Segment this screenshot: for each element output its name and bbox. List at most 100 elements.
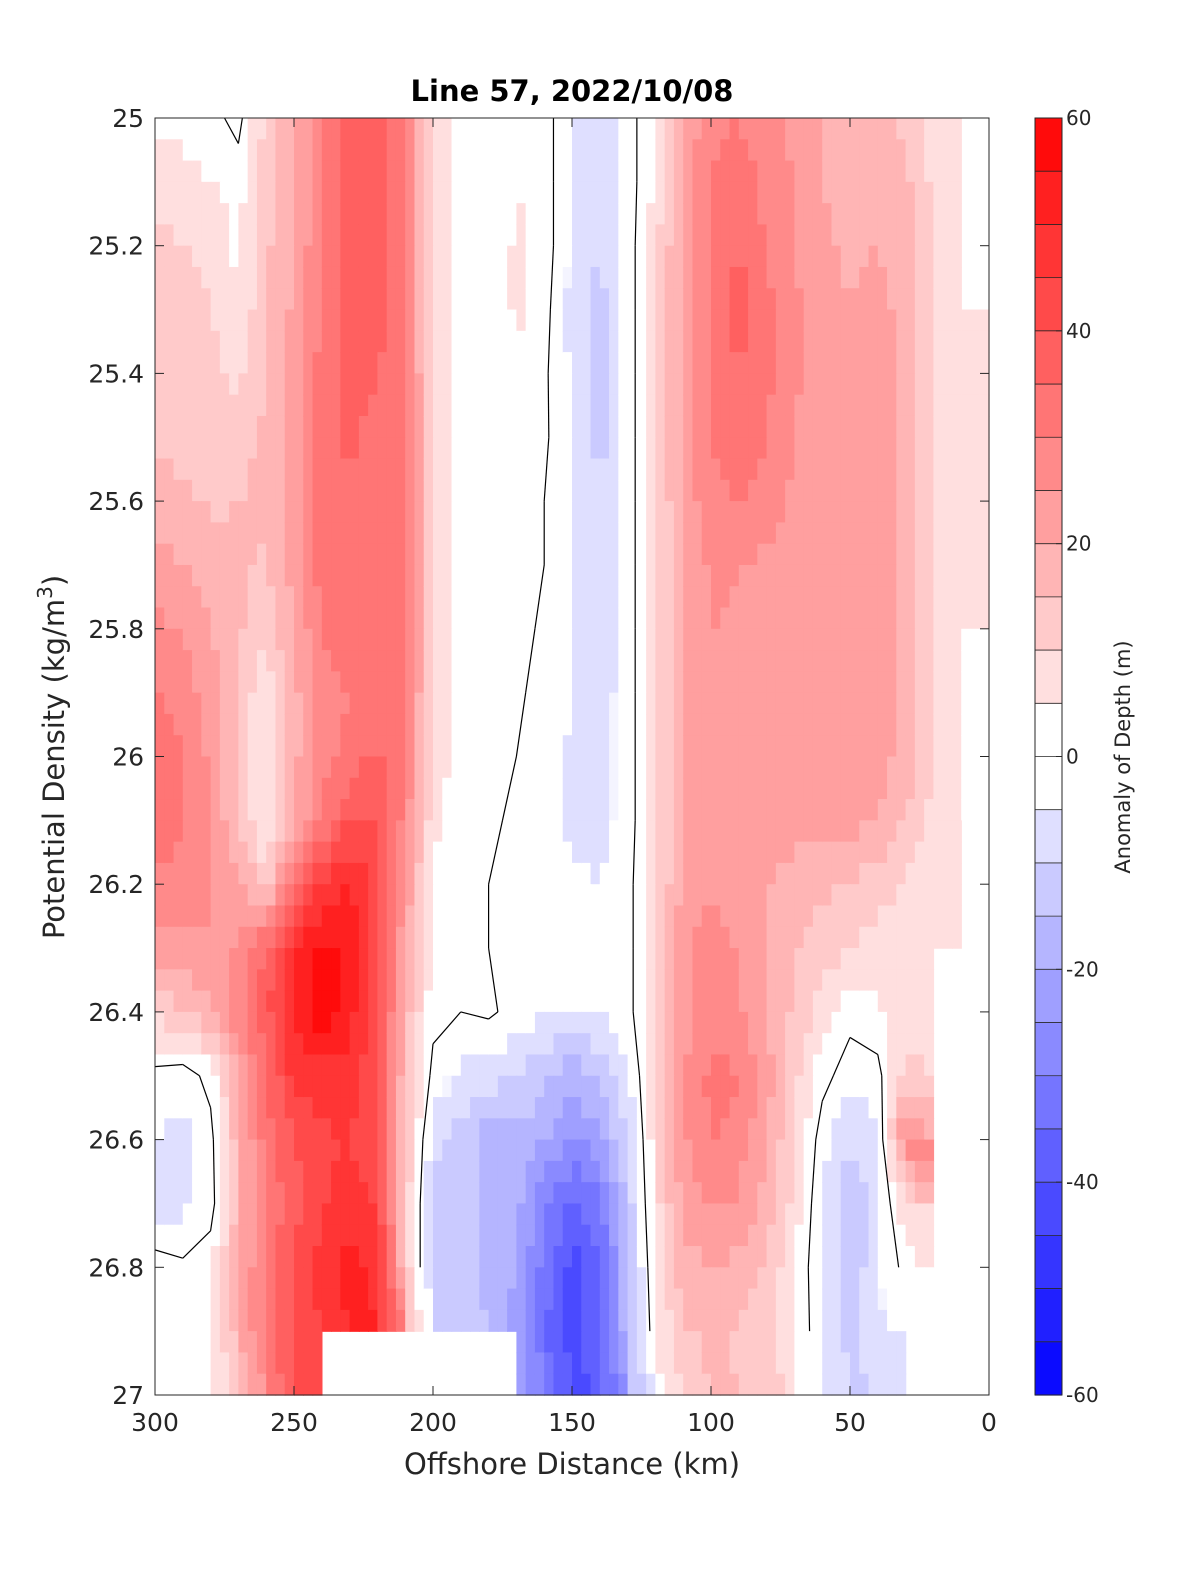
heatmap-cell bbox=[859, 862, 870, 885]
heatmap-cell bbox=[618, 139, 629, 162]
heatmap-cell bbox=[192, 1182, 203, 1205]
heatmap-cell bbox=[470, 1075, 481, 1098]
heatmap-cell bbox=[683, 1118, 694, 1141]
heatmap-cell bbox=[266, 203, 277, 226]
heatmap-cell bbox=[822, 479, 833, 502]
heatmap-cell bbox=[924, 458, 935, 481]
heatmap-cell bbox=[414, 1097, 425, 1120]
heatmap-cell bbox=[868, 245, 879, 268]
heatmap-cell bbox=[840, 862, 851, 885]
heatmap-cell bbox=[507, 692, 518, 715]
heatmap-cell bbox=[395, 820, 406, 843]
heatmap-cell bbox=[738, 139, 749, 162]
heatmap-cell bbox=[247, 1224, 258, 1247]
heatmap-cell bbox=[664, 1054, 675, 1077]
heatmap-cell bbox=[451, 1139, 462, 1162]
heatmap-cell bbox=[488, 1033, 499, 1056]
heatmap-cell bbox=[803, 1182, 814, 1205]
heatmap-cell bbox=[423, 160, 434, 183]
heatmap-cell bbox=[599, 437, 610, 460]
heatmap-cell bbox=[525, 352, 536, 375]
heatmap-cell bbox=[451, 373, 462, 396]
heatmap-cell bbox=[516, 437, 527, 460]
heatmap-cell bbox=[534, 692, 545, 715]
heatmap-cell bbox=[590, 564, 601, 587]
heatmap-cell bbox=[247, 543, 258, 566]
heatmap-cell bbox=[386, 373, 397, 396]
heatmap-cell bbox=[386, 224, 397, 247]
heatmap-cell bbox=[377, 224, 388, 247]
heatmap-cell bbox=[229, 458, 240, 481]
heatmap-cell bbox=[701, 543, 712, 566]
heatmap-cell bbox=[358, 394, 369, 417]
heatmap-cell bbox=[794, 118, 805, 140]
heatmap-cell bbox=[877, 352, 888, 375]
heatmap-cell bbox=[877, 1267, 888, 1290]
heatmap-cell bbox=[349, 1246, 360, 1268]
heatmap-cell bbox=[729, 969, 740, 992]
heatmap-cell bbox=[395, 1309, 406, 1332]
heatmap-cell bbox=[673, 671, 684, 694]
heatmap-cell bbox=[331, 373, 342, 396]
heatmap-cell bbox=[238, 735, 249, 758]
heatmap-cell bbox=[423, 522, 434, 545]
heatmap-cell bbox=[720, 1246, 731, 1268]
heatmap-cell bbox=[451, 479, 462, 502]
heatmap-cell bbox=[312, 777, 323, 800]
heatmap-cell bbox=[414, 288, 425, 311]
heatmap-cell bbox=[553, 799, 564, 822]
heatmap-cell bbox=[238, 437, 249, 460]
heatmap-cell bbox=[553, 1011, 564, 1034]
heatmap-cell bbox=[377, 288, 388, 311]
heatmap-cell bbox=[192, 1139, 203, 1162]
heatmap-cell bbox=[182, 926, 193, 949]
heatmap-cell bbox=[488, 1097, 499, 1120]
heatmap-cell bbox=[442, 1054, 453, 1077]
heatmap-cell bbox=[655, 564, 666, 587]
heatmap-cell bbox=[775, 692, 786, 715]
heatmap-cell bbox=[850, 266, 860, 289]
heatmap-cell bbox=[497, 990, 508, 1013]
heatmap-cell bbox=[321, 415, 332, 438]
heatmap-cell bbox=[516, 1309, 527, 1332]
heatmap-cell bbox=[692, 352, 703, 375]
heatmap-cell bbox=[887, 1033, 898, 1056]
heatmap-cell bbox=[711, 118, 721, 140]
heatmap-cell bbox=[219, 1246, 230, 1268]
heatmap-cell bbox=[831, 862, 842, 885]
heatmap-cell bbox=[683, 926, 694, 949]
heatmap-cell bbox=[182, 735, 193, 758]
heatmap-cell bbox=[525, 990, 536, 1013]
heatmap-cell bbox=[673, 352, 684, 375]
heatmap-cell bbox=[683, 501, 694, 524]
heatmap-cell bbox=[414, 394, 425, 417]
heatmap-cell bbox=[720, 969, 731, 992]
heatmap-cell bbox=[775, 288, 786, 311]
heatmap-cell bbox=[933, 160, 944, 183]
heatmap-cell bbox=[599, 543, 610, 566]
heatmap-cell bbox=[711, 713, 721, 736]
heatmap-cell bbox=[729, 160, 740, 183]
heatmap-cell bbox=[192, 1224, 203, 1247]
heatmap-cell bbox=[525, 948, 536, 971]
heatmap-cell bbox=[850, 479, 860, 502]
heatmap-cell bbox=[692, 1160, 703, 1183]
heatmap-cell bbox=[229, 1309, 240, 1332]
heatmap-cell bbox=[534, 1246, 545, 1268]
heatmap-cell bbox=[618, 437, 629, 460]
heatmap-cell bbox=[433, 415, 443, 438]
heatmap-cell bbox=[673, 309, 684, 332]
heatmap-cell bbox=[201, 1160, 212, 1183]
heatmap-cell bbox=[794, 862, 805, 885]
heatmap-cell bbox=[284, 501, 295, 524]
heatmap-cell bbox=[599, 650, 610, 673]
heatmap-cell bbox=[720, 288, 731, 311]
heatmap-cell bbox=[266, 224, 277, 247]
heatmap-cell bbox=[488, 1160, 499, 1183]
heatmap-cell bbox=[284, 373, 295, 396]
heatmap-cell bbox=[748, 1267, 759, 1290]
heatmap-cell bbox=[859, 288, 870, 311]
heatmap-cell bbox=[544, 352, 555, 375]
heatmap-cell bbox=[766, 1246, 777, 1268]
heatmap-cell bbox=[284, 181, 295, 204]
